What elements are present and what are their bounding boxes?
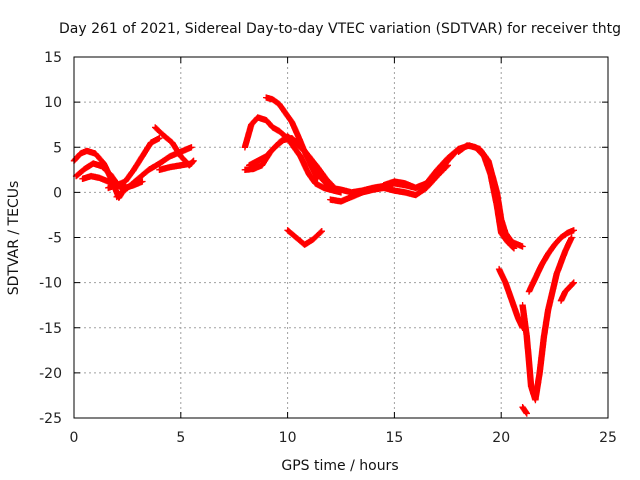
chart-title: Day 261 of 2021, Sidereal Day-to-day VTE… <box>59 21 621 37</box>
x-tick-label: 25 <box>599 430 617 446</box>
y-axis-label: SDTVAR / TECUs <box>6 181 22 296</box>
series-track-7 <box>156 160 195 173</box>
series-track-12 <box>284 227 325 248</box>
y-tick-labels: -25 -20 -15 -10 -5 0 5 10 15 <box>39 50 62 427</box>
data-points <box>284 227 325 248</box>
y-tick-label: -25 <box>39 411 62 427</box>
series-track-18 <box>495 265 526 331</box>
series-track-5 <box>113 144 195 201</box>
y-tick-label: -20 <box>39 366 62 382</box>
series-track-11 <box>246 135 338 192</box>
x-tick-labels: 0 5 10 15 20 25 <box>70 430 617 446</box>
data-points <box>105 135 163 192</box>
x-tick-label: 0 <box>70 430 79 446</box>
data-points <box>519 234 575 404</box>
data-points <box>557 279 577 304</box>
x-axis-label: GPS time / hours <box>281 458 398 474</box>
x-tick-label: 5 <box>176 430 185 446</box>
x-tick-label: 10 <box>279 430 297 446</box>
series-track-21 <box>525 227 577 295</box>
y-tick-label: 5 <box>53 140 62 156</box>
y-tick-label: -5 <box>48 231 62 247</box>
series-track-20 <box>519 404 530 417</box>
y-tick-label: -15 <box>39 321 62 337</box>
data-points <box>156 160 195 173</box>
ticks-layer <box>73 56 609 419</box>
series-track-22 <box>557 279 577 304</box>
series-track-17 <box>476 145 526 250</box>
data-points <box>113 144 195 201</box>
y-tick-label: 10 <box>44 95 62 111</box>
data-points <box>495 265 526 331</box>
series-track-4 <box>105 135 163 192</box>
x-tick-label: 20 <box>492 430 510 446</box>
data-points <box>519 404 530 417</box>
data-points <box>476 145 526 250</box>
x-tick-label: 15 <box>385 430 403 446</box>
data-layer <box>70 94 577 417</box>
data-points <box>525 227 577 295</box>
y-tick-label: 15 <box>44 50 62 66</box>
y-tick-label: -10 <box>39 276 62 292</box>
series-track-19 <box>519 234 575 404</box>
data-points <box>246 135 338 192</box>
y-tick-label: 0 <box>53 185 62 201</box>
